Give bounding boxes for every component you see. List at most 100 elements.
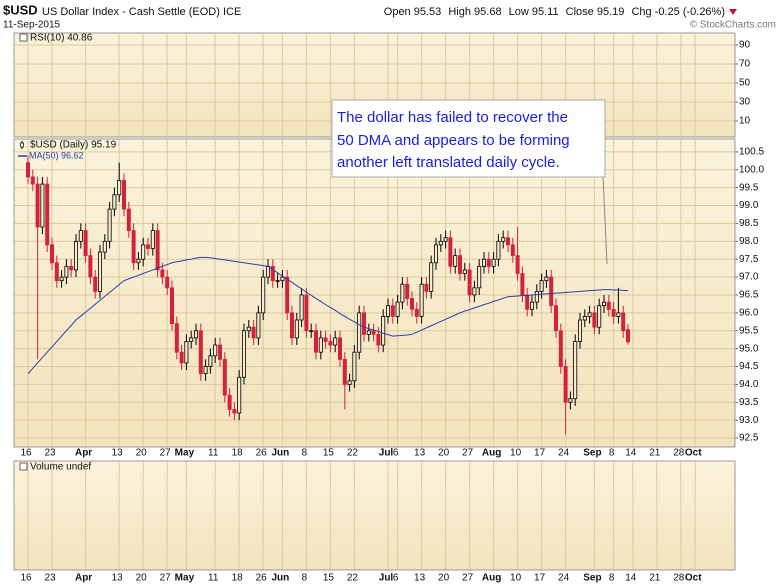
candle-body xyxy=(88,255,93,278)
x-tick-label: 18 xyxy=(232,573,244,584)
panel-label: RSI(10) 40.86 xyxy=(30,33,93,44)
y-tick-label: 10 xyxy=(739,116,751,127)
candle-body xyxy=(74,240,79,271)
y-tick-label: 100.5 xyxy=(739,147,764,158)
y-tick-label: 96.5 xyxy=(739,290,759,301)
x-tick-label: 16 xyxy=(20,573,32,584)
header-symbol: $USD xyxy=(3,2,38,17)
candle-body xyxy=(558,330,563,367)
x-tick-label: Apr xyxy=(75,573,92,584)
candle-body xyxy=(280,276,285,282)
candle-body xyxy=(371,330,376,335)
down-arrow xyxy=(729,9,737,15)
x-tick-label: 27 xyxy=(462,448,474,459)
candle-body xyxy=(126,208,131,231)
header-quote: Open 95.53 High 95.68 Low 95.11 Close 95… xyxy=(384,6,725,18)
candle-body xyxy=(246,326,251,332)
candle-body xyxy=(256,312,261,339)
candle-body xyxy=(554,305,559,332)
y-tick-label: 96.0 xyxy=(739,307,759,318)
y-tick-label: 90 xyxy=(739,40,751,51)
y-tick-label: 98.0 xyxy=(739,236,759,247)
candle-body xyxy=(313,330,318,353)
candle-body xyxy=(520,273,525,296)
candle-body xyxy=(285,276,290,314)
x-tick-label: 16 xyxy=(20,448,32,459)
candle-body xyxy=(217,344,222,360)
quote-value: 95.11 xyxy=(532,6,559,18)
candle-body xyxy=(544,276,549,282)
y-tick-label: 92.5 xyxy=(739,433,759,444)
candle-body xyxy=(357,312,362,353)
x-tick-label: 14 xyxy=(625,448,637,459)
y-tick-label: 94.5 xyxy=(739,361,759,372)
annotation-text: another left translated daily cycle. xyxy=(337,154,560,171)
candle-body xyxy=(525,294,530,310)
y-tick-label: 70 xyxy=(739,59,751,70)
candle-body xyxy=(112,194,117,210)
candle-body xyxy=(169,287,174,324)
candle-body xyxy=(453,255,458,267)
x-tick-label: Sep xyxy=(583,448,601,459)
candle-body xyxy=(59,276,64,282)
x-tick-label: May xyxy=(175,573,195,584)
y-tick-label: 99.0 xyxy=(739,200,759,211)
candle-body xyxy=(131,230,136,264)
candle-body xyxy=(184,341,189,364)
x-tick-label: 13 xyxy=(112,448,124,459)
candle-body xyxy=(530,301,535,310)
x-tick-label: Jul xyxy=(379,448,394,459)
x-tick-label: Apr xyxy=(75,448,92,459)
candle-body xyxy=(578,319,583,342)
candle-body xyxy=(145,244,150,249)
x-tick-label: 18 xyxy=(232,448,244,459)
candle-body xyxy=(390,305,395,317)
y-tick-label: 50 xyxy=(739,78,751,89)
x-tick-label: 13 xyxy=(112,573,124,584)
candle-body xyxy=(64,265,69,278)
quote-value: -0.25 (-0.26%) xyxy=(655,6,725,18)
candle-body xyxy=(582,316,587,321)
candle-body xyxy=(160,269,165,278)
candle-body xyxy=(117,180,122,196)
x-tick-label: Jul xyxy=(379,573,394,584)
x-tick-label: 11 xyxy=(208,448,219,459)
candle-body xyxy=(107,208,112,242)
quote-label: Close xyxy=(566,6,594,18)
quote-label: Low xyxy=(509,6,529,18)
candle-body xyxy=(587,312,592,317)
candle-body xyxy=(568,398,573,403)
annotation-box xyxy=(331,99,606,178)
candle-body xyxy=(496,240,501,260)
x-tick-label: 27 xyxy=(160,573,172,584)
candle-body xyxy=(602,301,607,307)
x-tick-label: 10 xyxy=(510,448,522,459)
x-tick-label: Aug xyxy=(482,573,501,584)
candle-body xyxy=(438,240,443,246)
candle-body xyxy=(208,355,213,367)
candle-body xyxy=(189,337,194,342)
candle-body xyxy=(419,283,424,317)
quote-label: Open xyxy=(384,6,411,18)
candle-body xyxy=(621,312,626,332)
candle-body xyxy=(179,351,184,364)
x-tick-label: Jun xyxy=(272,573,290,584)
candle-body xyxy=(203,366,208,375)
candle-body xyxy=(467,269,472,296)
panel-background xyxy=(13,460,736,571)
candle-body xyxy=(122,180,127,210)
candle-body xyxy=(443,237,448,242)
annotation-text: 50 DMA and appears to be forming xyxy=(337,132,570,149)
candle-body xyxy=(265,265,270,278)
candle-body xyxy=(491,258,496,267)
x-tick-label: 11 xyxy=(208,573,219,584)
candle-body xyxy=(35,183,40,228)
x-tick-label: 20 xyxy=(438,448,450,459)
candle-body xyxy=(405,283,410,299)
candle-body xyxy=(395,301,400,317)
x-tick-label: Aug xyxy=(482,448,501,459)
candle-body xyxy=(304,294,309,332)
candle-body xyxy=(424,283,429,292)
candle-body xyxy=(361,312,366,335)
